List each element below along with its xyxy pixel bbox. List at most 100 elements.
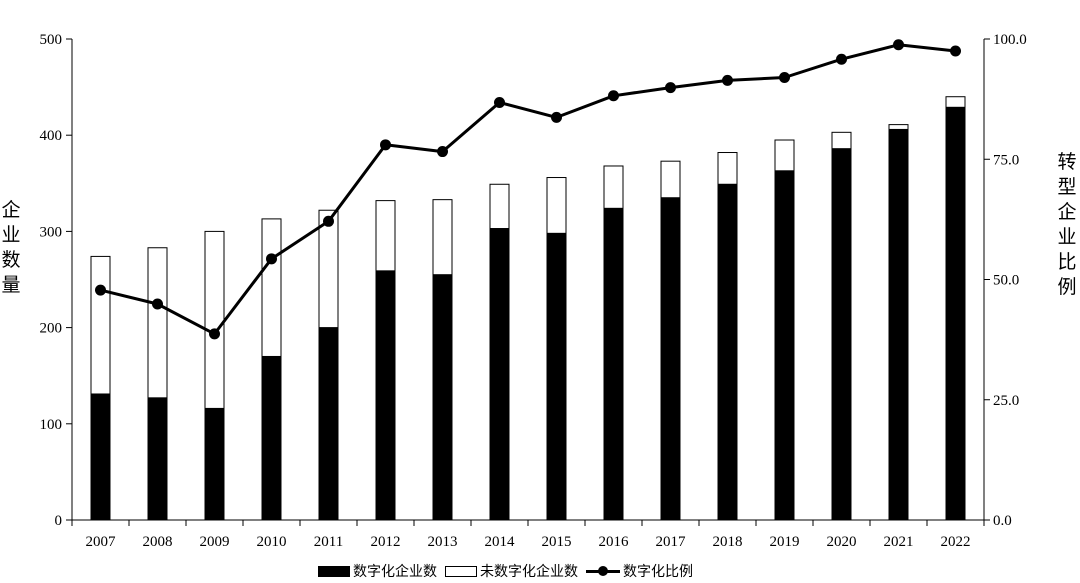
legend-swatch-hollow xyxy=(445,565,477,577)
bar-digital-2022 xyxy=(945,106,966,521)
axis-label-char: 例 xyxy=(1057,276,1077,298)
ratio-point-2022 xyxy=(950,45,961,57)
x-tick-label-2007: 2007 xyxy=(86,534,117,550)
ratio-point-2011 xyxy=(323,215,334,227)
ratio-point-2016 xyxy=(608,90,619,102)
bar-digital-2016 xyxy=(603,207,624,521)
bar-digital-2007 xyxy=(90,393,111,521)
bar-non-digital-2022 xyxy=(945,96,966,108)
ratio-point-2010 xyxy=(266,253,277,265)
bar-non-digital-2021 xyxy=(888,124,909,130)
y-left-tick-label: 200 xyxy=(40,321,63,337)
y-left-tick-label: 300 xyxy=(40,224,63,240)
bar-non-digital-2007 xyxy=(90,255,111,395)
x-tick-label-2021: 2021 xyxy=(884,534,914,550)
bar-digital-2021 xyxy=(888,128,909,521)
x-tick-label-2012: 2012 xyxy=(371,534,401,550)
ratio-point-2007 xyxy=(95,284,106,296)
bar-non-digital-2019 xyxy=(774,139,795,172)
axis-label-char: 数 xyxy=(1,249,21,271)
axis-label-char: 转 xyxy=(1057,151,1077,173)
x-tick-label-2017: 2017 xyxy=(656,534,687,550)
x-tick-label-2019: 2019 xyxy=(770,534,800,550)
axis-label-char: 业 xyxy=(1057,226,1077,248)
axis-label-char: 比 xyxy=(1057,251,1077,273)
axis-label-char: 业 xyxy=(1,224,21,246)
bar-digital-2015 xyxy=(546,232,567,521)
bar-digital-2019 xyxy=(774,170,795,521)
bar-non-digital-2014 xyxy=(489,183,510,230)
x-tick-label-2011: 2011 xyxy=(314,534,343,550)
ratio-point-2015 xyxy=(551,111,562,123)
bar-digital-2008 xyxy=(147,397,168,521)
ratio-point-2008 xyxy=(152,298,163,310)
ratio-point-2012 xyxy=(380,139,391,151)
y-axis-left-label: 企业数量 xyxy=(0,198,22,298)
bar-digital-2017 xyxy=(660,197,681,521)
legend-label-non-digital: 未数字化企业数 xyxy=(480,564,578,580)
bar-digital-2010 xyxy=(261,355,282,521)
bar-digital-2020 xyxy=(831,148,852,521)
bar-non-digital-2016 xyxy=(603,165,624,209)
legend-item-non-digital: 未数字化企业数 xyxy=(445,561,578,581)
ratio-point-2017 xyxy=(665,82,676,94)
bar-digital-2014 xyxy=(489,228,510,521)
x-tick-label-2013: 2013 xyxy=(428,534,458,550)
bar-non-digital-2018 xyxy=(717,152,738,185)
axis-label-char: 量 xyxy=(1,274,21,296)
legend-swatch-line-marker xyxy=(586,566,620,576)
ratio-line xyxy=(100,43,956,336)
x-tick-label-2016: 2016 xyxy=(599,534,630,550)
axes-layer: 0 100 200 300 400 500 0.0 25.0 50.0 75.0 100.0 2007… xyxy=(40,32,1027,550)
bar-digital-2011 xyxy=(318,327,339,521)
bar-non-digital-2008 xyxy=(147,247,168,399)
ratio-point-2013 xyxy=(437,146,448,158)
x-tick-label-2020: 2020 xyxy=(827,534,857,550)
bar-non-digital-2015 xyxy=(546,177,567,234)
bar-digital-2009 xyxy=(204,407,225,521)
legend-swatch-solid xyxy=(318,565,350,577)
axis-label-char: 企 xyxy=(1,199,21,221)
y-right-tick-label: 50.0 xyxy=(993,273,1019,289)
legend-label-digital: 数字化企业数 xyxy=(353,564,437,580)
x-tick-label-2008: 2008 xyxy=(143,534,173,550)
ratio-point-2018 xyxy=(722,74,733,86)
y-left-tick-label: 0 xyxy=(55,513,63,529)
legend: 数字化企业数 未数字化企业数 数字化比例 xyxy=(318,560,701,582)
bar-non-digital-2011 xyxy=(318,209,339,329)
axis-label-char: 型 xyxy=(1057,176,1077,198)
bar-non-digital-2012 xyxy=(375,200,396,272)
legend-label-ratio: 数字化比例 xyxy=(623,564,693,580)
bar-digital-2013 xyxy=(432,274,453,521)
bar-non-digital-2013 xyxy=(432,199,453,276)
axis-label-char: 企 xyxy=(1057,201,1077,223)
y-left-tick-label: 500 xyxy=(40,32,63,48)
y-left-tick-label: 100 xyxy=(40,417,63,433)
bar-layer xyxy=(90,96,966,521)
ratio-point-2014 xyxy=(494,96,505,108)
x-tick-label-2014: 2014 xyxy=(485,534,516,550)
y-left-tick-label: 400 xyxy=(40,128,63,144)
ratio-point-2020 xyxy=(836,53,847,65)
y-right-tick-label: 25.0 xyxy=(993,393,1019,409)
ratio-point-2021 xyxy=(893,39,904,51)
x-tick-label-2022: 2022 xyxy=(941,534,971,550)
legend-item-digital: 数字化企业数 xyxy=(318,561,437,581)
ratio-point-2009 xyxy=(209,328,220,340)
bar-non-digital-2010 xyxy=(261,218,282,357)
y-axis-right-label: 转型企业比例 xyxy=(1056,150,1078,300)
ratio-point-2019 xyxy=(779,71,790,83)
legend-item-ratio: 数字化比例 xyxy=(586,561,693,581)
x-tick-label-2010: 2010 xyxy=(257,534,287,550)
bar-non-digital-2020 xyxy=(831,131,852,150)
x-tick-label-2009: 2009 xyxy=(200,534,230,550)
y-right-tick-label: 75.0 xyxy=(993,152,1019,168)
ratio-line-layer xyxy=(95,39,961,340)
y-right-tick-label: 0.0 xyxy=(993,513,1012,529)
bar-non-digital-2009 xyxy=(204,230,225,409)
x-tick-label-2015: 2015 xyxy=(542,534,572,550)
bar-digital-2012 xyxy=(375,270,396,521)
bar-digital-2018 xyxy=(717,183,738,521)
bar-non-digital-2017 xyxy=(660,160,681,199)
